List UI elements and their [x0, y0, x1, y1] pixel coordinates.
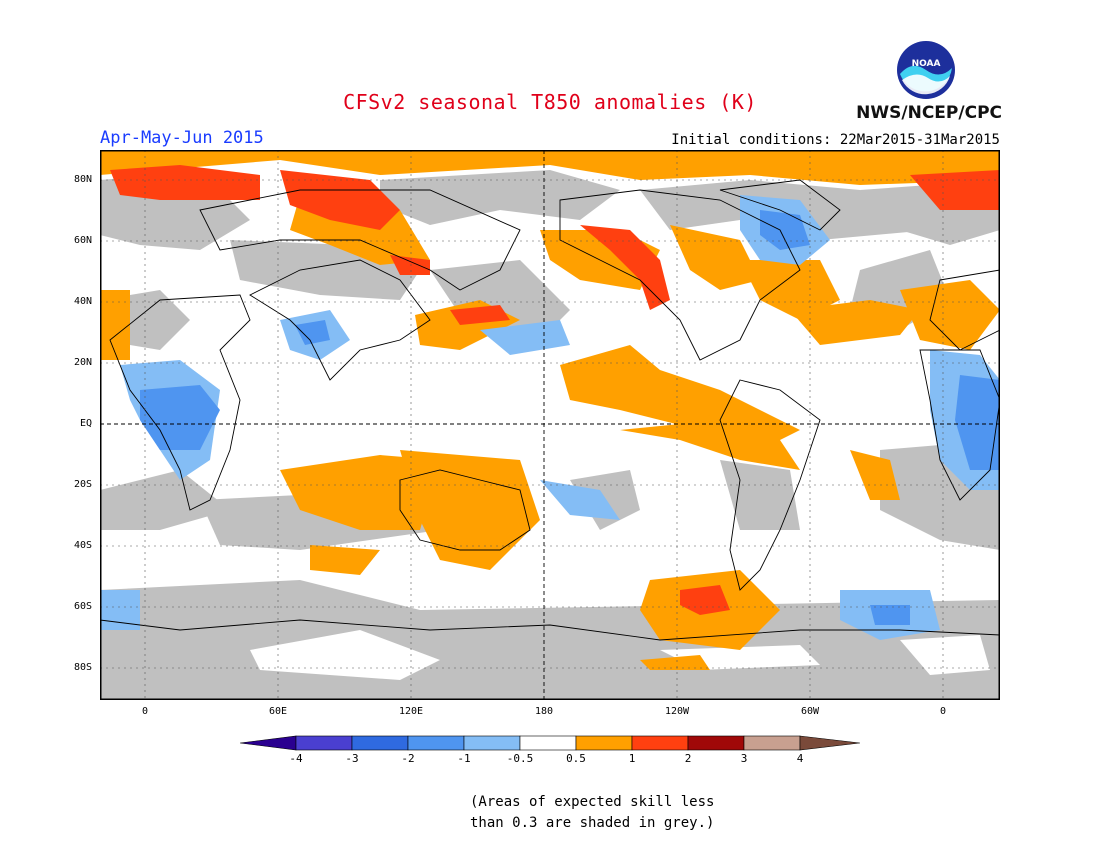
anomaly-map: [100, 150, 1000, 700]
colorbar-label: -2: [401, 752, 415, 765]
lat-label-60s: 60S: [73, 601, 92, 612]
colorbar-label: -0.5: [506, 752, 534, 765]
color-bar: [240, 735, 860, 751]
skill-note-line1: (Areas of expected skill less: [470, 794, 715, 810]
lon-label-0-east: 0: [939, 706, 947, 717]
lat-label-40n: 40N: [73, 296, 92, 307]
lat-label-20s: 20S: [73, 479, 92, 490]
skill-note: (Areas of expected skill less than 0.3 a…: [470, 792, 714, 834]
svg-text:NOAA: NOAA: [912, 59, 941, 69]
agency-label: NWS/NCEP/CPC: [856, 103, 1002, 123]
colorbar-label: 0.5: [566, 752, 586, 765]
colorbar-segment: [743, 735, 801, 751]
lat-label-20n: 20N: [73, 357, 92, 368]
initial-conditions: Initial conditions: 22Mar2015-31Mar2015: [671, 132, 1000, 148]
colorbar-label: 1: [628, 752, 636, 765]
colorbar-label: 4: [796, 752, 804, 765]
colorbar-segment: [351, 735, 409, 751]
lon-label-60w: 60W: [800, 706, 820, 717]
map-canvas: [100, 150, 1000, 700]
colorbar-segment: [519, 735, 577, 751]
lat-label-eq: EQ: [79, 418, 92, 429]
colorbar-arrow-high: [799, 735, 860, 751]
skill-note-line2: than 0.3 are shaded in grey.): [470, 815, 715, 831]
forecast-period: Apr-May-Jun 2015: [100, 128, 264, 148]
colorbar-segment: [631, 735, 689, 751]
lat-label-80n: 80N: [73, 174, 92, 185]
lon-label-60e: 60E: [268, 706, 288, 717]
lon-label-120w: 120W: [664, 706, 690, 717]
warm-anomalies-red: [110, 165, 1000, 615]
cool-anomalies-blue: [140, 210, 1000, 625]
colorbar-label: -1: [457, 752, 471, 765]
colorbar-segment: [687, 735, 745, 751]
lon-label-120e: 120E: [398, 706, 424, 717]
noaa-logo-icon: NOAA: [897, 41, 955, 99]
colorbar-label: -4: [289, 752, 303, 765]
lon-label-180: 180: [534, 706, 554, 717]
colorbar-arrow-low: [240, 735, 297, 751]
colorbar-segment: [407, 735, 465, 751]
lat-label-60n: 60N: [73, 235, 92, 246]
colorbar-segment: [575, 735, 633, 751]
colorbar-label: 2: [684, 752, 692, 765]
map-title: CFSv2 seasonal T850 anomalies (K): [343, 90, 757, 114]
colorbar-label: -3: [345, 752, 359, 765]
lon-label-0: 0: [141, 706, 149, 717]
lat-label-40s: 40S: [73, 540, 92, 551]
map-frame: [100, 150, 1000, 700]
coastlines: [100, 179, 1000, 641]
colorbar-segment: [463, 735, 521, 751]
equator-dateline: [100, 150, 1000, 700]
colorbar-segment: [295, 735, 353, 751]
lat-label-80s: 80S: [73, 662, 92, 673]
colorbar-label: 3: [740, 752, 748, 765]
lat-lon-grid: [100, 150, 1000, 700]
